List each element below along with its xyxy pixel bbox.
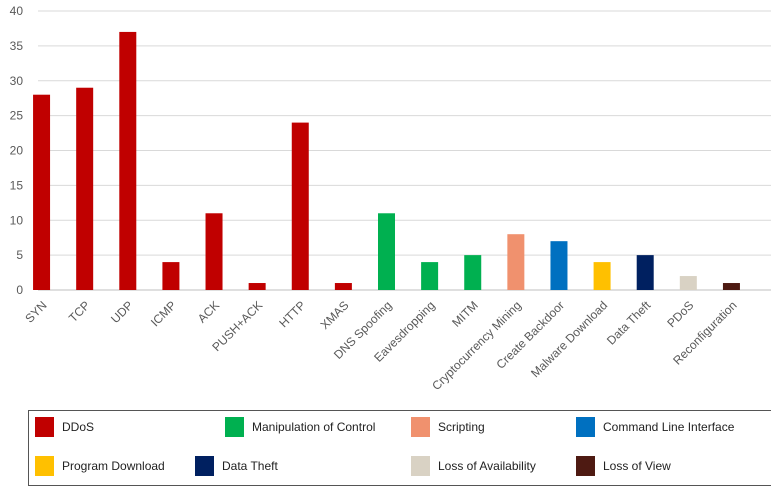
bar-create-backdoor — [550, 241, 568, 290]
x-tick-label: MITM — [449, 298, 481, 330]
legend-swatch — [576, 456, 595, 476]
x-tick-label: ACK — [195, 298, 222, 325]
legend-swatch — [35, 417, 54, 437]
legend-swatch — [35, 456, 54, 476]
legend-label: Manipulation of Control — [252, 420, 376, 434]
grid-lines — [38, 10, 771, 291]
bar-xmas — [334, 283, 352, 290]
x-tick-label: PDoS — [664, 298, 696, 330]
bar-eavesdropping — [421, 262, 439, 290]
y-tick-label: 10 — [10, 213, 24, 227]
legend-label: Loss of View — [603, 459, 671, 473]
bar-http — [291, 122, 309, 290]
legend-item-manipulation-of-control: Manipulation of Control — [225, 417, 375, 437]
x-tick-label: XMAS — [318, 298, 352, 332]
bar-tcp — [76, 87, 94, 290]
legend-label: Data Theft — [222, 459, 278, 473]
legend-item-loss-of-view: Loss of View — [576, 456, 671, 476]
y-tick-label: 0 — [16, 283, 23, 297]
y-tick-label: 15 — [10, 178, 24, 192]
bars — [33, 31, 740, 291]
bar-push-ack — [248, 283, 266, 290]
y-axis-ticks: 0 5 10 15 20 25 30 35 40 — [10, 4, 24, 297]
legend-label: Command Line Interface — [603, 420, 735, 434]
bar-cryptocurrency-mining — [507, 234, 525, 290]
legend-label: Scripting — [438, 420, 485, 434]
x-tick-label: ICMP — [148, 298, 179, 329]
legend-swatch — [411, 417, 430, 437]
x-tick-label: HTTP — [276, 298, 308, 330]
legend-item-command-line-interface: Command Line Interface — [576, 417, 734, 437]
legend-label: Program Download — [62, 459, 165, 473]
legend: DDoS Manipulation of Control Scripting C… — [28, 410, 771, 486]
legend-swatch — [576, 417, 595, 437]
legend-item-data-theft: Data Theft — [195, 456, 278, 476]
x-tick-label: SYN — [22, 298, 49, 325]
bar-data-theft — [636, 255, 654, 290]
x-tick-label: Data Theft — [604, 298, 654, 348]
x-tick-label: UDP — [108, 298, 136, 326]
bar-syn — [33, 94, 51, 290]
x-tick-label: TCP — [66, 298, 93, 325]
bar-udp — [119, 31, 137, 291]
legend-swatch — [195, 456, 214, 476]
bar-malware-download — [593, 262, 611, 290]
legend-item-scripting: Scripting — [411, 417, 485, 437]
y-tick-label: 35 — [10, 39, 24, 53]
y-tick-label: 20 — [10, 144, 24, 158]
x-tick-label: Malware Download — [528, 298, 610, 380]
legend-item-loss-of-availability: Loss of Availability — [411, 456, 536, 476]
y-tick-label: 40 — [10, 4, 24, 18]
bar-reconfiguration — [722, 283, 740, 290]
bar-ack — [205, 213, 223, 290]
y-tick-label: 5 — [16, 248, 23, 262]
bar-mitm — [464, 255, 482, 290]
bar-icmp — [162, 262, 180, 290]
legend-item-program-download: Program Download — [35, 456, 165, 476]
bar-dns-spoofing — [378, 213, 395, 290]
legend-swatch — [411, 456, 430, 476]
legend-item-ddos: DDoS — [35, 417, 94, 437]
y-tick-label: 25 — [10, 109, 24, 123]
legend-label: DDoS — [62, 420, 95, 434]
y-tick-label: 30 — [10, 74, 24, 88]
bar-pdos — [679, 276, 697, 290]
legend-swatch — [225, 417, 244, 437]
legend-label: Loss of Availability — [438, 459, 536, 473]
